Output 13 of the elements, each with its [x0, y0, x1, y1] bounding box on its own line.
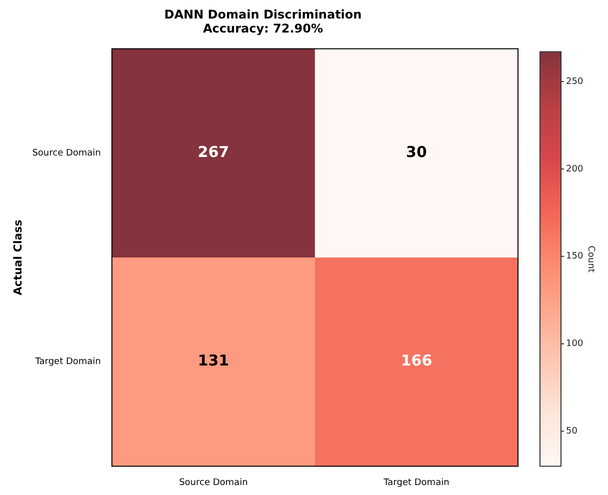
data-label: 30	[406, 143, 427, 162]
data-label: 131	[198, 352, 230, 370]
chart-subtitle: Accuracy: 72.90%	[203, 22, 323, 36]
color-bar-label: 150	[566, 252, 584, 262]
color-bar-label: 50	[566, 426, 578, 437]
color-bar-label: 250	[566, 76, 584, 87]
color-bar-title: Count	[586, 246, 596, 273]
color-bar-label: 100	[566, 339, 584, 350]
y-axis-title: Actual Class	[11, 219, 24, 296]
data-label: 166	[400, 352, 432, 370]
color-bar-label: 200	[566, 164, 584, 174]
data-label: 267	[198, 143, 230, 162]
chart-title: DANN Domain Discrimination	[164, 7, 362, 22]
